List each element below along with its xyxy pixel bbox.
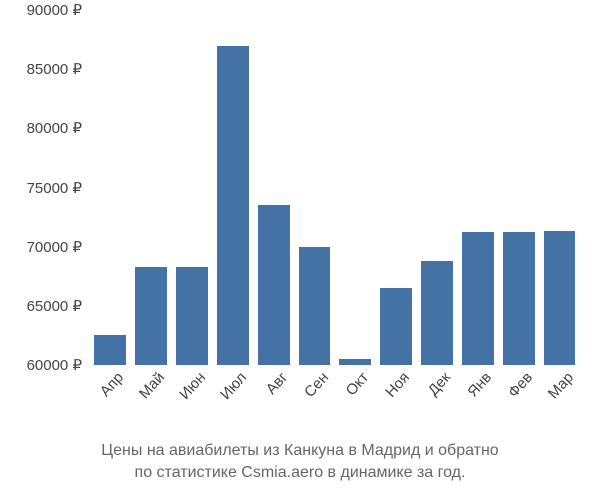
- bar-slot: Июл: [212, 10, 253, 365]
- bar-slot: Окт: [335, 10, 376, 365]
- y-tick-label: 90000 ₽: [27, 1, 90, 19]
- bars-container: АпрМайИюнИюлАвгСенОктНояДекЯнвФевМар: [90, 10, 580, 365]
- bar-slot: Мар: [539, 10, 580, 365]
- y-tick-label: 80000 ₽: [27, 119, 90, 137]
- bar: [299, 247, 331, 365]
- bar: [421, 261, 453, 365]
- x-tick-label: Июн: [172, 365, 209, 403]
- bar-slot: Ноя: [376, 10, 417, 365]
- x-tick-label: Апр: [93, 365, 128, 400]
- bar-slot: Май: [131, 10, 172, 365]
- bar: [503, 232, 535, 365]
- bar-slot: Июн: [172, 10, 213, 365]
- bar-slot: Фев: [498, 10, 539, 365]
- y-tick-label: 65000 ₽: [27, 297, 90, 315]
- bar: [217, 46, 249, 366]
- bar-slot: Апр: [90, 10, 131, 365]
- bar: [258, 205, 290, 365]
- price-chart: АпрМайИюнИюлАвгСенОктНояДекЯнвФевМар 600…: [0, 0, 600, 500]
- y-tick-label: 60000 ₽: [27, 356, 90, 374]
- bar-slot: Сен: [294, 10, 335, 365]
- y-tick-label: 85000 ₽: [27, 60, 90, 78]
- bar: [380, 288, 412, 365]
- x-tick-label: Июл: [213, 365, 250, 403]
- x-tick-label: Авг: [258, 365, 291, 398]
- x-tick-label: Окт: [338, 365, 372, 399]
- bar: [544, 231, 576, 365]
- x-tick-label: Фев: [500, 365, 536, 401]
- y-tick-label: 70000 ₽: [27, 238, 90, 256]
- x-tick-label: Янв: [460, 365, 495, 401]
- caption-line-2: по статистике Csmia.aero в динамике за г…: [135, 464, 466, 481]
- bar-slot: Дек: [417, 10, 458, 365]
- bar: [94, 335, 126, 365]
- x-tick-label: Ноя: [378, 365, 413, 401]
- bar: [339, 359, 371, 365]
- x-tick-label: Сен: [296, 365, 331, 401]
- x-tick-label: Дек: [420, 365, 454, 399]
- chart-caption: Цены на авиабилеты из Канкуна в Мадрид и…: [0, 440, 600, 483]
- bar: [135, 267, 167, 365]
- plot-area: АпрМайИюнИюлАвгСенОктНояДекЯнвФевМар 600…: [90, 10, 580, 365]
- bar-slot: Авг: [253, 10, 294, 365]
- bar-slot: Янв: [457, 10, 498, 365]
- bar: [176, 267, 208, 365]
- x-tick-label: Май: [132, 365, 169, 402]
- caption-line-1: Цены на авиабилеты из Канкуна в Мадрид и…: [101, 442, 498, 459]
- bar: [462, 232, 494, 365]
- x-tick-label: Мар: [540, 365, 577, 402]
- y-tick-label: 75000 ₽: [27, 179, 90, 197]
